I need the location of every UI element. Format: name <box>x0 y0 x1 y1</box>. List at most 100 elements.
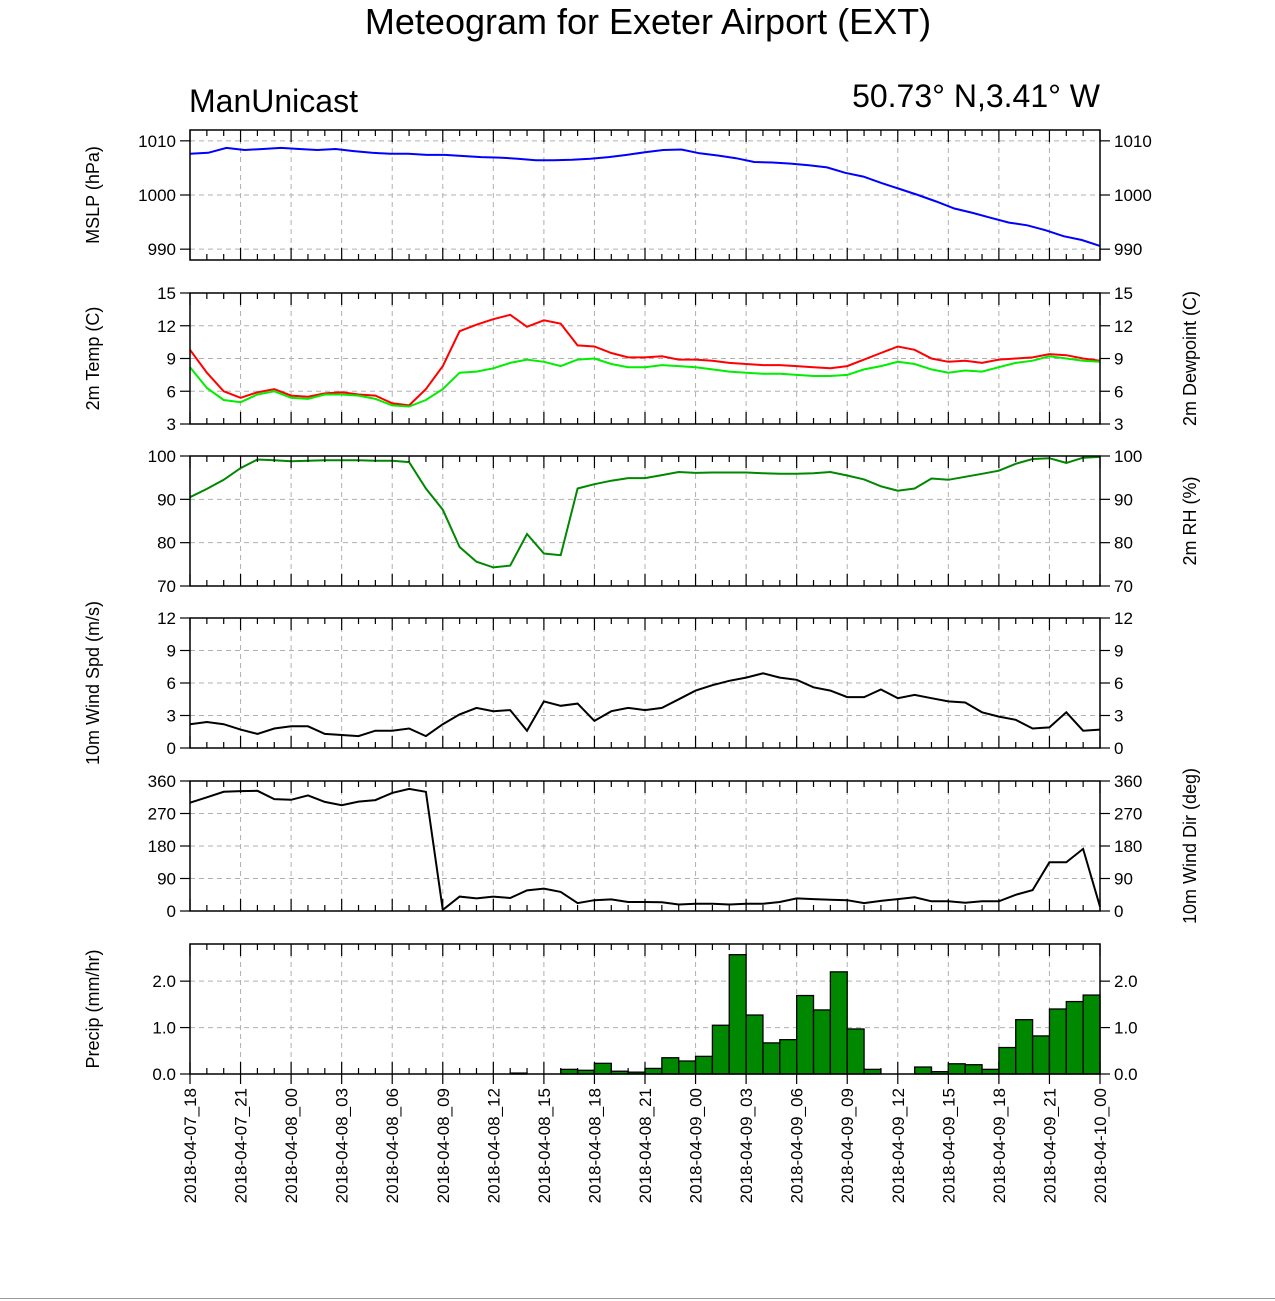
y-tick-label-right: 2.0 <box>1114 972 1138 991</box>
y-tick-label-right: 0.0 <box>1114 1065 1138 1084</box>
y-tick-label-left: 360 <box>148 772 176 791</box>
precip-bar <box>812 1009 832 1075</box>
precip-bar <box>1082 994 1101 1075</box>
right-subtitle: 50.73° N,3.41° W <box>852 78 1101 114</box>
precip-bar <box>644 1067 663 1075</box>
x-tick-label: 2018-04-08_18 <box>585 1088 604 1203</box>
y-tick-label-right: 12 <box>1114 609 1133 628</box>
x-tick-label: 2018-04-09_06 <box>788 1088 807 1203</box>
y-tick-label-left: 1010 <box>138 132 176 151</box>
y-tick-label-left: 80 <box>157 534 176 553</box>
y-tick-label-left: 3 <box>167 415 176 434</box>
y-tick-label-right: 70 <box>1114 577 1133 596</box>
y-tick-label-right: 360 <box>1114 772 1142 791</box>
precip-bar <box>779 1038 798 1075</box>
panel-mslp: 990 990 1000 1000 1010 1010 MSLP (hPa) <box>83 129 1152 261</box>
precip-bar <box>711 1024 730 1075</box>
y-tick-label-left: 1.0 <box>152 1019 176 1038</box>
y-tick-label-right: 1000 <box>1114 186 1152 205</box>
y-tick-label-left: 12 <box>157 317 176 336</box>
x-tick-label: 2018-04-09_15 <box>939 1088 958 1203</box>
temp-series-line-0 <box>189 313 1101 407</box>
precip-bar <box>694 1055 714 1075</box>
x-tick-label: 2018-04-08_15 <box>535 1088 554 1203</box>
y-tick-label-right: 3 <box>1114 415 1123 434</box>
y-tick-label-left: 70 <box>157 577 176 596</box>
y-tick-label-right: 12 <box>1114 317 1133 336</box>
y-tick-label-left: 12 <box>157 609 176 628</box>
y-tick-label-left: 2.0 <box>152 972 176 991</box>
y-axis-label-left: MSLP (hPa) <box>83 146 103 244</box>
panel-wind_speed: 0 0 3 3 6 6 9 9 12 12 10m Wind Spd (m/s) <box>83 601 1133 765</box>
y-axis-label-right: 2m RH (%) <box>1180 477 1200 566</box>
precip-bar <box>762 1042 781 1075</box>
y-tick-label-right: 0 <box>1114 902 1123 921</box>
y-tick-label-left: 100 <box>148 447 176 466</box>
y-tick-label-left: 270 <box>148 805 176 824</box>
panel-rh: 70 70 80 80 90 90 100 100 2m RH (%) <box>148 447 1200 596</box>
y-tick-label-right: 100 <box>1114 447 1142 466</box>
y-tick-label-left: 180 <box>148 837 176 856</box>
y-axis-label-right: 10m Wind Dir (deg) <box>1180 768 1200 924</box>
y-tick-label-right: 0 <box>1114 739 1123 758</box>
y-tick-label-left: 0 <box>167 902 176 921</box>
precip-bar <box>1048 1008 1067 1075</box>
x-tick-label: 2018-04-08_09 <box>434 1088 453 1203</box>
y-tick-label-left: 1000 <box>138 186 176 205</box>
left-subtitle: ManUnicast <box>189 83 358 119</box>
y-axis-label-left: Precip (mm/hr) <box>83 949 103 1068</box>
precip-bar <box>796 994 815 1075</box>
precip-bar <box>678 1060 697 1075</box>
y-tick-label-right: 80 <box>1114 534 1133 553</box>
precip-bar <box>846 1028 865 1075</box>
y-tick-label-right: 1.0 <box>1114 1019 1138 1038</box>
y-tick-label-left: 990 <box>148 240 176 259</box>
precip-bar <box>964 1064 983 1075</box>
y-tick-label-left: 15 <box>157 284 176 303</box>
y-tick-label-right: 990 <box>1114 240 1142 259</box>
x-tick-label: 2018-04-10_00 <box>1091 1088 1110 1203</box>
precip-bar <box>593 1062 612 1075</box>
y-tick-label-right: 15 <box>1114 284 1133 303</box>
precip-bar <box>913 1066 933 1075</box>
y-tick-label-right: 6 <box>1114 674 1123 693</box>
wind_speed-series-line-0 <box>189 672 1101 738</box>
x-tick-label: 2018-04-08_06 <box>383 1088 402 1203</box>
chart-title: Meteogram for Exeter Airport (EXT) <box>365 1 931 42</box>
y-tick-label-left: 9 <box>167 350 176 369</box>
panel-precip: 0.0 0.0 1.0 1.0 2.0 2.0 Precip (mm/hr) <box>83 943 1138 1084</box>
precip-bar <box>728 954 747 1075</box>
panel-temp: 3 3 6 6 9 9 12 12 15 15 2m Temp (C) 2m Dewpoint (C) <box>83 284 1200 434</box>
x-tick-label: 2018-04-08_03 <box>333 1088 352 1203</box>
y-axis-label-left: 2m Temp (C) <box>83 307 103 411</box>
mslp-series-line-0 <box>189 146 1101 247</box>
y-tick-label-right: 90 <box>1114 870 1133 889</box>
temp-series-line-1 <box>189 355 1101 408</box>
y-tick-label-right: 3 <box>1114 707 1123 726</box>
y-tick-label-left: 3 <box>167 707 176 726</box>
x-tick-label: 2018-04-07_21 <box>232 1088 251 1203</box>
precip-bar <box>745 1014 764 1075</box>
precip-bar <box>1015 1019 1034 1075</box>
y-tick-label-left: 0.0 <box>152 1065 176 1084</box>
y-tick-label-right: 9 <box>1114 642 1123 661</box>
x-tick-label: 2018-04-09_12 <box>889 1088 908 1203</box>
precip-bar <box>661 1057 680 1075</box>
y-tick-label-right: 6 <box>1114 382 1123 401</box>
bottom-divider <box>0 1298 1275 1299</box>
y-axis-label-left: 10m Wind Spd (m/s) <box>83 601 103 765</box>
y-tick-label-right: 90 <box>1114 490 1133 509</box>
y-axis-label-right: 2m Dewpoint (C) <box>1180 291 1200 426</box>
x-tick-label: 2018-04-09_00 <box>687 1088 706 1203</box>
precip-bar <box>1031 1035 1051 1075</box>
x-tick-label: 2018-04-07_18 <box>181 1088 200 1203</box>
y-tick-label-left: 90 <box>157 490 176 509</box>
precip-bar <box>829 971 848 1075</box>
y-tick-label-right: 9 <box>1114 350 1123 369</box>
y-tick-label-left: 90 <box>157 870 176 889</box>
y-tick-label-right: 1010 <box>1114 132 1152 151</box>
y-tick-label-left: 6 <box>167 674 176 693</box>
x-tick-label: 2018-04-08_00 <box>282 1088 301 1203</box>
